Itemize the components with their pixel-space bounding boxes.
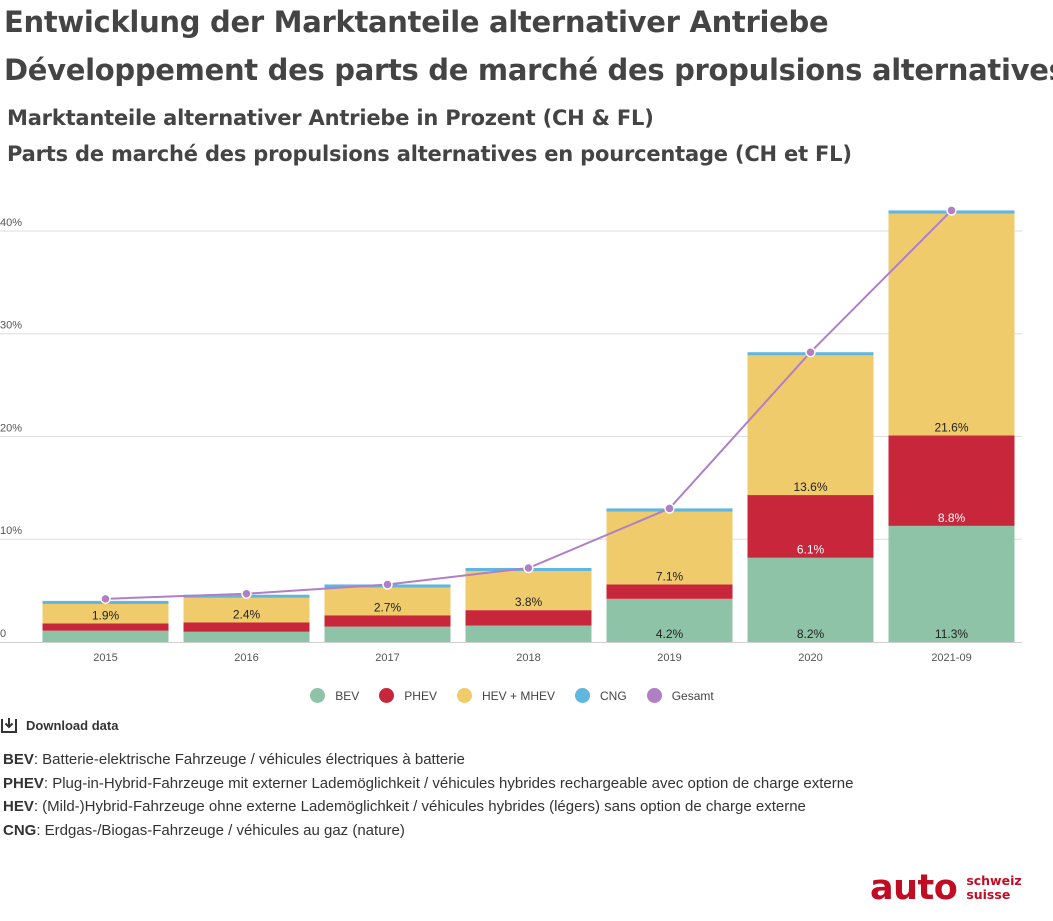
legend-label: Gesamt: [671, 688, 714, 703]
bar-hev-mhev-2019: [606, 511, 733, 585]
bar-hev-mhev-2015: [42, 603, 169, 624]
gesamt-point-2015: [100, 593, 111, 605]
bar-bev-2021-09: [888, 525, 1015, 642]
data-label: 7.1%: [656, 569, 684, 583]
download-data-button[interactable]: Download data: [0, 716, 118, 734]
auto-schweiz-logo: auto schweiz suisse: [870, 868, 1022, 908]
bar-bev-2020: [747, 557, 874, 642]
bar-hev-mhev-2017: [324, 587, 451, 616]
bar-bev-2016: [183, 631, 310, 642]
legend-item-gesamt[interactable]: Gesamt: [646, 688, 714, 703]
gesamt-point-2019: [664, 503, 675, 514]
legend-item-hev-mhev[interactable]: HEV + MHEV: [456, 688, 556, 703]
logo-auto-text: auto: [870, 868, 958, 908]
chart-title-fr: Développement des parts de marché des pr…: [4, 53, 1053, 87]
note-text: : (Mild-)Hybrid-Fahrzeuge ohne externe L…: [33, 798, 806, 816]
chart-subtitle-fr: Parts de marché des propulsions alternat…: [7, 142, 852, 166]
data-label: 6.1%: [797, 543, 825, 557]
legend-item-phev[interactable]: PHEV: [379, 688, 437, 703]
bar-phev-2015: [42, 623, 169, 631]
gesamt-point-2020: [805, 346, 816, 358]
download-data-label: Download data: [26, 717, 119, 733]
legend-label: BEV: [335, 688, 360, 703]
note-phev: PHEV: Plug-in-Hybrid-Fahrzeuge mit exter…: [3, 774, 853, 798]
y-tick-label: 0: [0, 628, 6, 640]
data-label: 1.9%: [92, 609, 120, 623]
total-line: [100, 205, 957, 605]
bar-phev-2021-09: [888, 435, 1015, 526]
bar-bev-2018: [465, 625, 592, 642]
logo-line2: suisse: [966, 887, 1011, 902]
legend-marker: [456, 688, 472, 703]
abbreviation-notes: BEV: Batterie-elektrische Fahrzeuge / vé…: [3, 750, 853, 845]
data-labels: 1.9% 2.4% 2.7% 3.8% 4.2% 7.1% 8.2% 6.1% 13.6% 11.…: [92, 420, 969, 641]
note-bev: BEV: Batterie-elektrische Fahrzeuge / vé…: [3, 750, 853, 774]
x-tick-label: 2015: [93, 652, 117, 664]
bar-hev-mhev-2018: [465, 571, 592, 611]
bar-phev-2020: [747, 495, 874, 558]
legend-label: PHEV: [404, 688, 437, 703]
legend-item-bev[interactable]: BEV: [310, 688, 359, 703]
note-text: : Erdgas-/Biogas-Fahrzeuge / véhicules a…: [36, 822, 405, 840]
bar-phev-2019: [606, 584, 733, 599]
bar-bev-2017: [324, 626, 451, 642]
legend-marker: [379, 688, 395, 703]
y-tick-label: 40%: [0, 217, 22, 229]
x-tick-label: 2020: [798, 652, 822, 664]
note-term: PHEV: [3, 774, 44, 792]
x-tick-label: 2018: [516, 652, 540, 664]
data-label: 3.8%: [515, 595, 543, 609]
data-label: 8.2%: [797, 627, 825, 641]
bar-phev-2018: [465, 610, 592, 626]
note-term: BEV: [3, 751, 34, 768]
bar-phev-2017: [324, 615, 451, 627]
x-tick-label: 2021-09: [931, 652, 971, 664]
data-label: 2.4%: [233, 607, 261, 621]
data-label: 13.6%: [793, 480, 827, 494]
y-tick-label: 20%: [0, 422, 22, 434]
data-label: 4.2%: [656, 627, 684, 641]
logo-side-text: schweiz suisse: [966, 874, 1021, 902]
legend-marker: [646, 688, 662, 703]
download-icon: [1, 718, 17, 733]
bar-hev-mhev-2021-09: [888, 213, 1015, 436]
legend-item-cng[interactable]: CNG: [575, 688, 627, 703]
gesamt-point-2018: [523, 562, 534, 574]
chart-title-de: Entwicklung der Marktanteile alternative…: [4, 5, 829, 39]
data-label: 11.3%: [935, 627, 968, 641]
bar-bev-2019: [606, 598, 733, 642]
chart-legend: BEV PHEV HEV + MHEV CNG Gesamt: [0, 688, 1024, 703]
logo-line1: schweiz: [966, 873, 1022, 888]
axes: 0 10% 20% 30% 40% 2015 2016 2017 2018 2019 2020 202…: [0, 217, 1022, 664]
data-label: 2.7%: [374, 600, 402, 614]
note-text: : Plug-in-Hybrid-Fahrzeuge mit externer …: [43, 774, 854, 792]
bar-bev-2015: [42, 630, 169, 642]
y-tick-label: 10%: [0, 525, 22, 537]
bar-hev-mhev-2016: [183, 597, 310, 623]
x-tick-label: 2016: [234, 652, 258, 664]
data-label: 8.8%: [938, 511, 966, 525]
gesamt-point-2016: [241, 588, 252, 599]
legend-label: CNG: [600, 688, 627, 703]
data-label: 21.6%: [934, 420, 968, 434]
chart-subtitle-de: Marktanteile alternativer Antriebe in Pr…: [7, 106, 654, 130]
note-hev: HEV: (Mild-)Hybrid-Fahrzeuge ohne extern…: [3, 797, 853, 821]
x-tick-label: 2017: [375, 652, 399, 664]
legend-label: HEV + MHEV: [481, 688, 556, 703]
bar-stacks: [42, 210, 1015, 642]
legend-marker: [310, 688, 326, 703]
y-tick-label: 30%: [0, 320, 22, 332]
gesamt-point-2017: [382, 579, 393, 590]
bar-hev-mhev-2020: [747, 355, 874, 496]
x-tick-label: 2019: [657, 652, 681, 664]
note-term: CNG: [3, 822, 37, 840]
note-text: : Batterie-elektrische Fahrzeuge / véhic…: [33, 751, 465, 768]
note-cng: CNG: Erdgas-/Biogas-Fahrzeuge / véhicule…: [3, 821, 853, 845]
market-share-chart: 1.9% 2.4% 2.7% 3.8% 4.2% 7.1% 8.2% 6.1% 13.6% 11.…: [0, 205, 1022, 664]
bar-phev-2016: [183, 622, 310, 632]
legend-marker: [575, 688, 591, 703]
note-term: HEV: [3, 798, 34, 816]
gesamt-point-2021-09: [946, 205, 957, 216]
